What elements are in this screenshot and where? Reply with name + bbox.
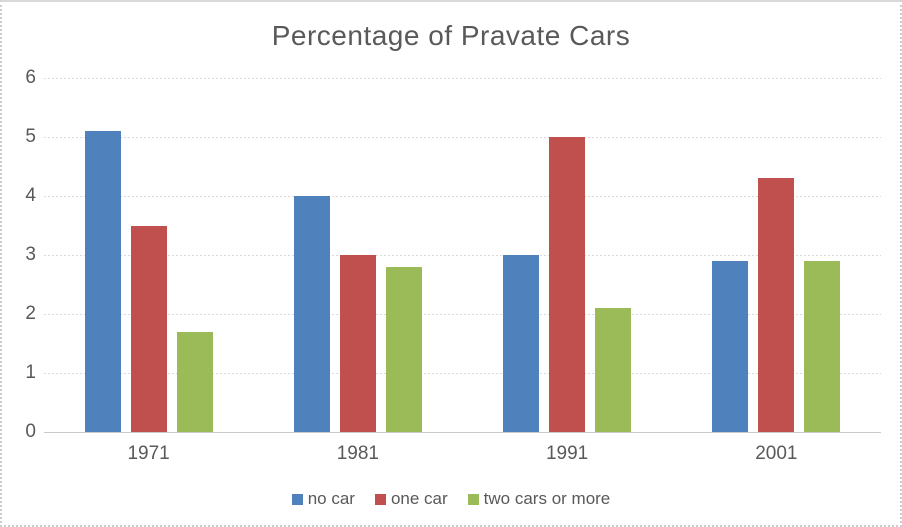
- y-axis-tick-label: 2: [25, 303, 36, 324]
- gridline: [44, 254, 881, 256]
- bar-no-car-2001: [712, 260, 749, 432]
- bar-no-car-1981: [293, 196, 330, 432]
- y-axis-tick-label: 4: [25, 185, 36, 206]
- bar-one-car-2001: [758, 178, 795, 432]
- bar-no-car-1991: [503, 255, 540, 432]
- y-axis-tick-label: 6: [25, 67, 36, 88]
- legend-label: two cars or more: [483, 489, 611, 508]
- y-axis-tick-label: 5: [25, 126, 36, 147]
- y-axis-tick-label: 0: [25, 421, 36, 442]
- legend-item-one-car: one car: [374, 489, 448, 509]
- bar-one-car-1991: [549, 137, 586, 432]
- legend-swatch-icon: [467, 493, 479, 505]
- x-axis-tick-label: 1971: [127, 443, 170, 464]
- x-axis-tick-label: 1981: [336, 443, 380, 464]
- legend-swatch-icon: [374, 493, 386, 505]
- gridline: [44, 136, 881, 138]
- bar-two-cars-or-more-2001: [804, 260, 841, 432]
- legend-label: no car: [307, 489, 355, 508]
- x-axis-tick-label: 1991: [545, 443, 589, 464]
- gridline: [44, 77, 881, 79]
- y-axis-tick-label: 3: [25, 244, 36, 265]
- x-axis-line: [44, 431, 881, 433]
- x-axis-tick-label: 2001: [755, 443, 798, 464]
- bar-two-cars-or-more-1971: [176, 331, 213, 432]
- legend-swatch-icon: [291, 493, 303, 505]
- bar-two-cars-or-more-1991: [595, 308, 632, 432]
- bar-two-cars-or-more-1981: [385, 266, 422, 432]
- chart-legend: no car one car two cars or more: [2, 489, 900, 509]
- chart-title: Percentage of Pravate Cars: [271, 20, 631, 51]
- bar-one-car-1981: [339, 255, 376, 432]
- bar-one-car-1971: [130, 225, 167, 432]
- gridline: [44, 313, 881, 315]
- y-axis-tick-label: 1: [25, 362, 36, 383]
- gridline: [44, 372, 881, 374]
- legend-label: one car: [390, 489, 448, 508]
- legend-item-two-cars-or-more: two cars or more: [467, 489, 611, 509]
- bar-no-car-1971: [84, 131, 121, 432]
- gridline: [44, 195, 881, 197]
- legend-item-no-car: no car: [291, 489, 355, 509]
